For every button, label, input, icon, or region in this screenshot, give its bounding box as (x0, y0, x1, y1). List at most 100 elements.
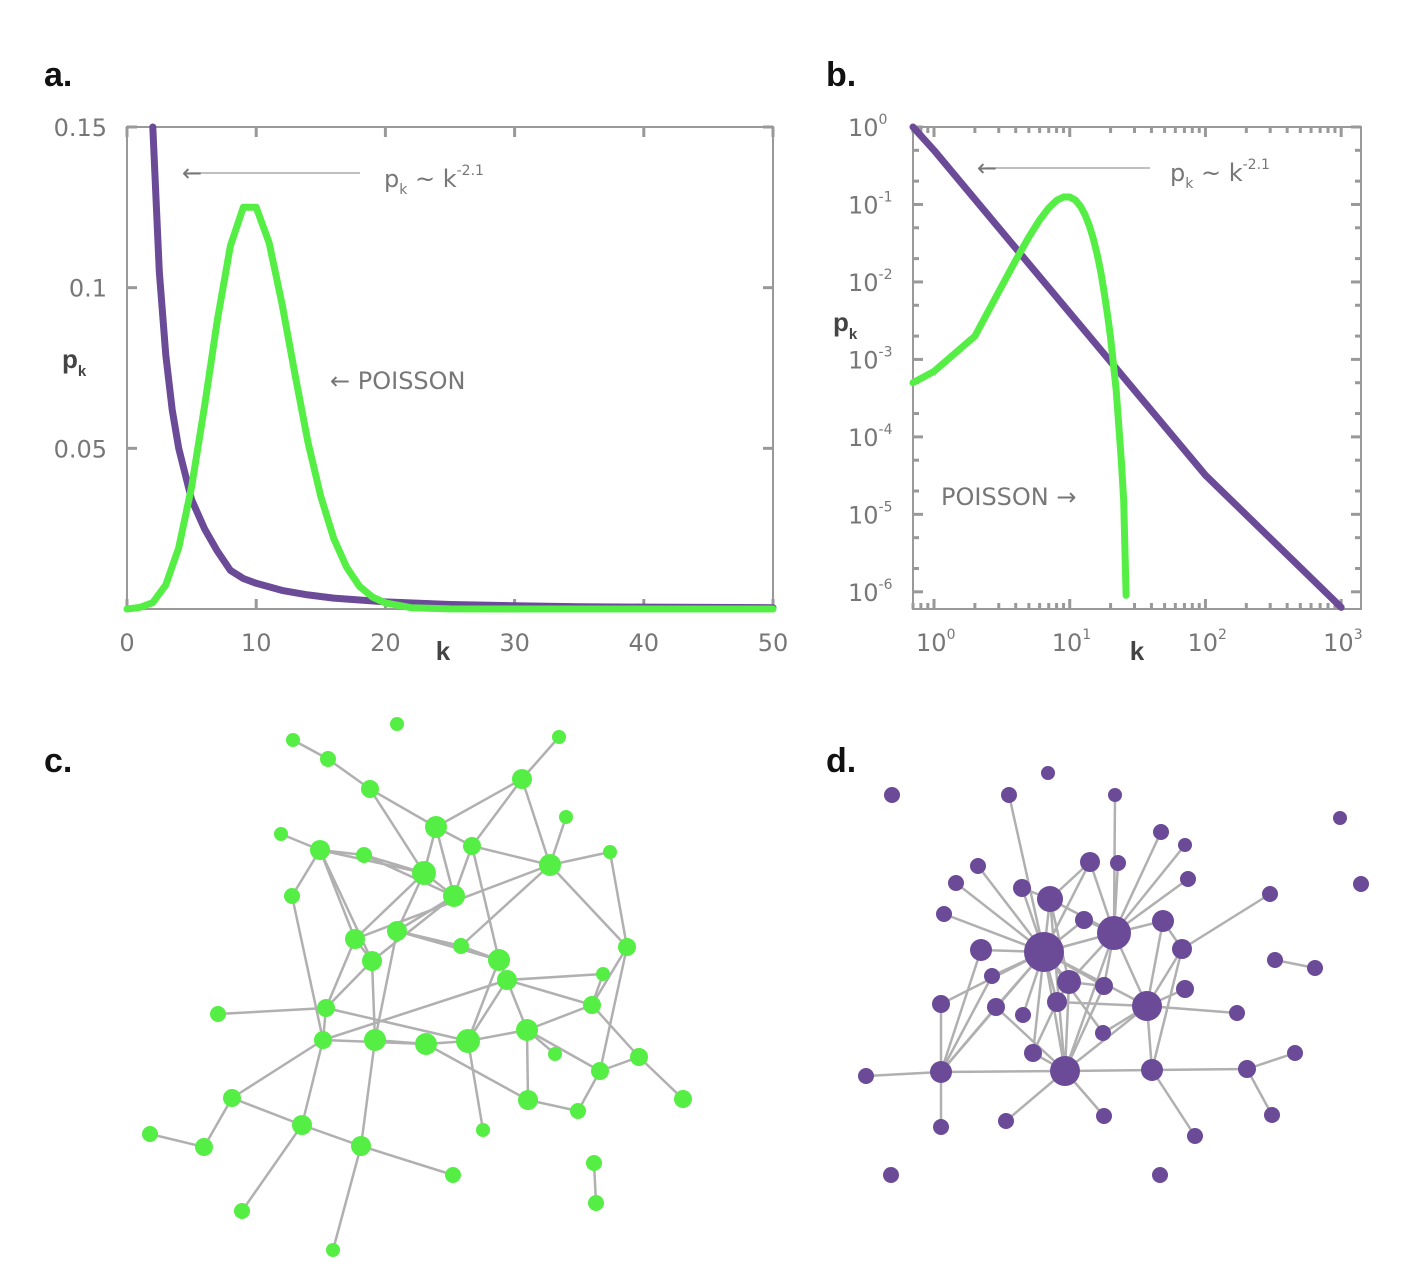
network-edge (396, 894, 455, 933)
network-edge (940, 1069, 1066, 1074)
network-node (1024, 932, 1064, 972)
network-edge (1056, 1000, 1148, 1008)
network-node (1287, 1045, 1303, 1061)
network-node (1353, 876, 1369, 892)
network-edge (300, 1039, 325, 1126)
network-node (1152, 1167, 1168, 1183)
network-node (1333, 811, 1347, 825)
network-node (1178, 838, 1192, 852)
network-node (1238, 1060, 1256, 1078)
network-node (488, 949, 510, 971)
network-edge (231, 1038, 324, 1100)
y-axis-title: pk (62, 344, 87, 380)
network-node (987, 998, 1005, 1016)
network-node (1013, 879, 1031, 897)
network-edge (939, 975, 994, 1073)
poisson-annotation: ← POISSON (330, 367, 466, 395)
network-node (445, 1167, 461, 1183)
network-node (512, 769, 532, 789)
network-node (292, 1115, 312, 1135)
network-node (1075, 911, 1093, 929)
network-c-random (142, 717, 692, 1257)
network-edge (995, 1006, 1066, 1072)
network-node (552, 730, 566, 744)
network-node (453, 938, 469, 954)
network-edge (325, 960, 373, 1009)
y-tick-label: 10-2 (848, 267, 893, 297)
network-edge (301, 1123, 362, 1148)
network-node (984, 968, 1000, 984)
network-node (1037, 886, 1063, 912)
network-edge (1063, 932, 1116, 1072)
x-tick-label: 102 (1187, 627, 1226, 657)
poisson-series-line (909, 193, 1130, 599)
x-tick-label: 50 (758, 629, 789, 657)
network-edge (466, 959, 501, 1042)
network-edge (638, 1056, 684, 1100)
network-node (1041, 766, 1055, 780)
y-tick-label: 10-6 (848, 577, 893, 607)
network-node (516, 1019, 538, 1041)
x-tick-label: 10 (241, 629, 272, 657)
network-d-nodes (858, 766, 1369, 1183)
network-node (387, 921, 407, 941)
network-node (1264, 1107, 1280, 1123)
network-node (1095, 977, 1113, 995)
network-edge (940, 1006, 997, 1073)
network-edge (506, 972, 604, 982)
network-node (858, 1068, 874, 1084)
network-edge (434, 826, 456, 897)
network-edge (1063, 985, 1106, 1072)
network-node (559, 810, 573, 824)
network-edge (324, 938, 357, 1009)
network-node (883, 1167, 899, 1183)
network-node (415, 1033, 437, 1055)
network-d-edges (865, 794, 1316, 1137)
network-node (518, 1090, 538, 1110)
network-edge (370, 960, 377, 1041)
x-tick-label: 0 (119, 629, 134, 657)
x-tick-label: 20 (370, 629, 401, 657)
network-node (463, 837, 481, 855)
network-edge (598, 946, 629, 1072)
network-edge (1113, 844, 1186, 934)
network-node (1047, 992, 1067, 1012)
network-node (361, 780, 379, 798)
y-tick-label: 10-4 (848, 422, 893, 452)
network-node (1080, 852, 1100, 872)
network-edge (525, 1029, 530, 1101)
y-tick-label: 10-3 (848, 344, 893, 374)
poisson-annotation: POISSON → (941, 483, 1077, 511)
network-node (195, 1138, 213, 1156)
network-node (970, 858, 986, 874)
network-edge (1150, 948, 1184, 1071)
network-node (1180, 871, 1196, 887)
network-edge (1150, 1069, 1197, 1137)
network-edge (325, 1006, 469, 1043)
network-node (932, 995, 950, 1013)
network-edge (290, 895, 325, 1041)
network-edge (1146, 1004, 1238, 1015)
network-node (548, 1047, 562, 1061)
y-tick-label: 100 (848, 112, 887, 142)
network-node (596, 967, 610, 981)
x-axis-title: k (436, 636, 451, 666)
network-node (1108, 788, 1122, 802)
network-node (210, 1006, 226, 1022)
network-node (583, 996, 601, 1014)
network-edge (1112, 831, 1163, 934)
network-node (630, 1048, 648, 1066)
poisson-series-line (123, 203, 777, 613)
network-edge (466, 979, 509, 1042)
network-edge (470, 845, 501, 961)
power-law-annotation: pk ~ k-2.1 (384, 163, 484, 198)
network-edge (526, 1003, 593, 1032)
network-edge (396, 929, 500, 962)
network-node (1141, 1059, 1163, 1081)
network-node (1096, 1108, 1112, 1124)
network-c-nodes (142, 717, 692, 1257)
network-edge (506, 978, 593, 1007)
network-node (998, 1113, 1014, 1129)
network-edge (231, 1096, 303, 1127)
